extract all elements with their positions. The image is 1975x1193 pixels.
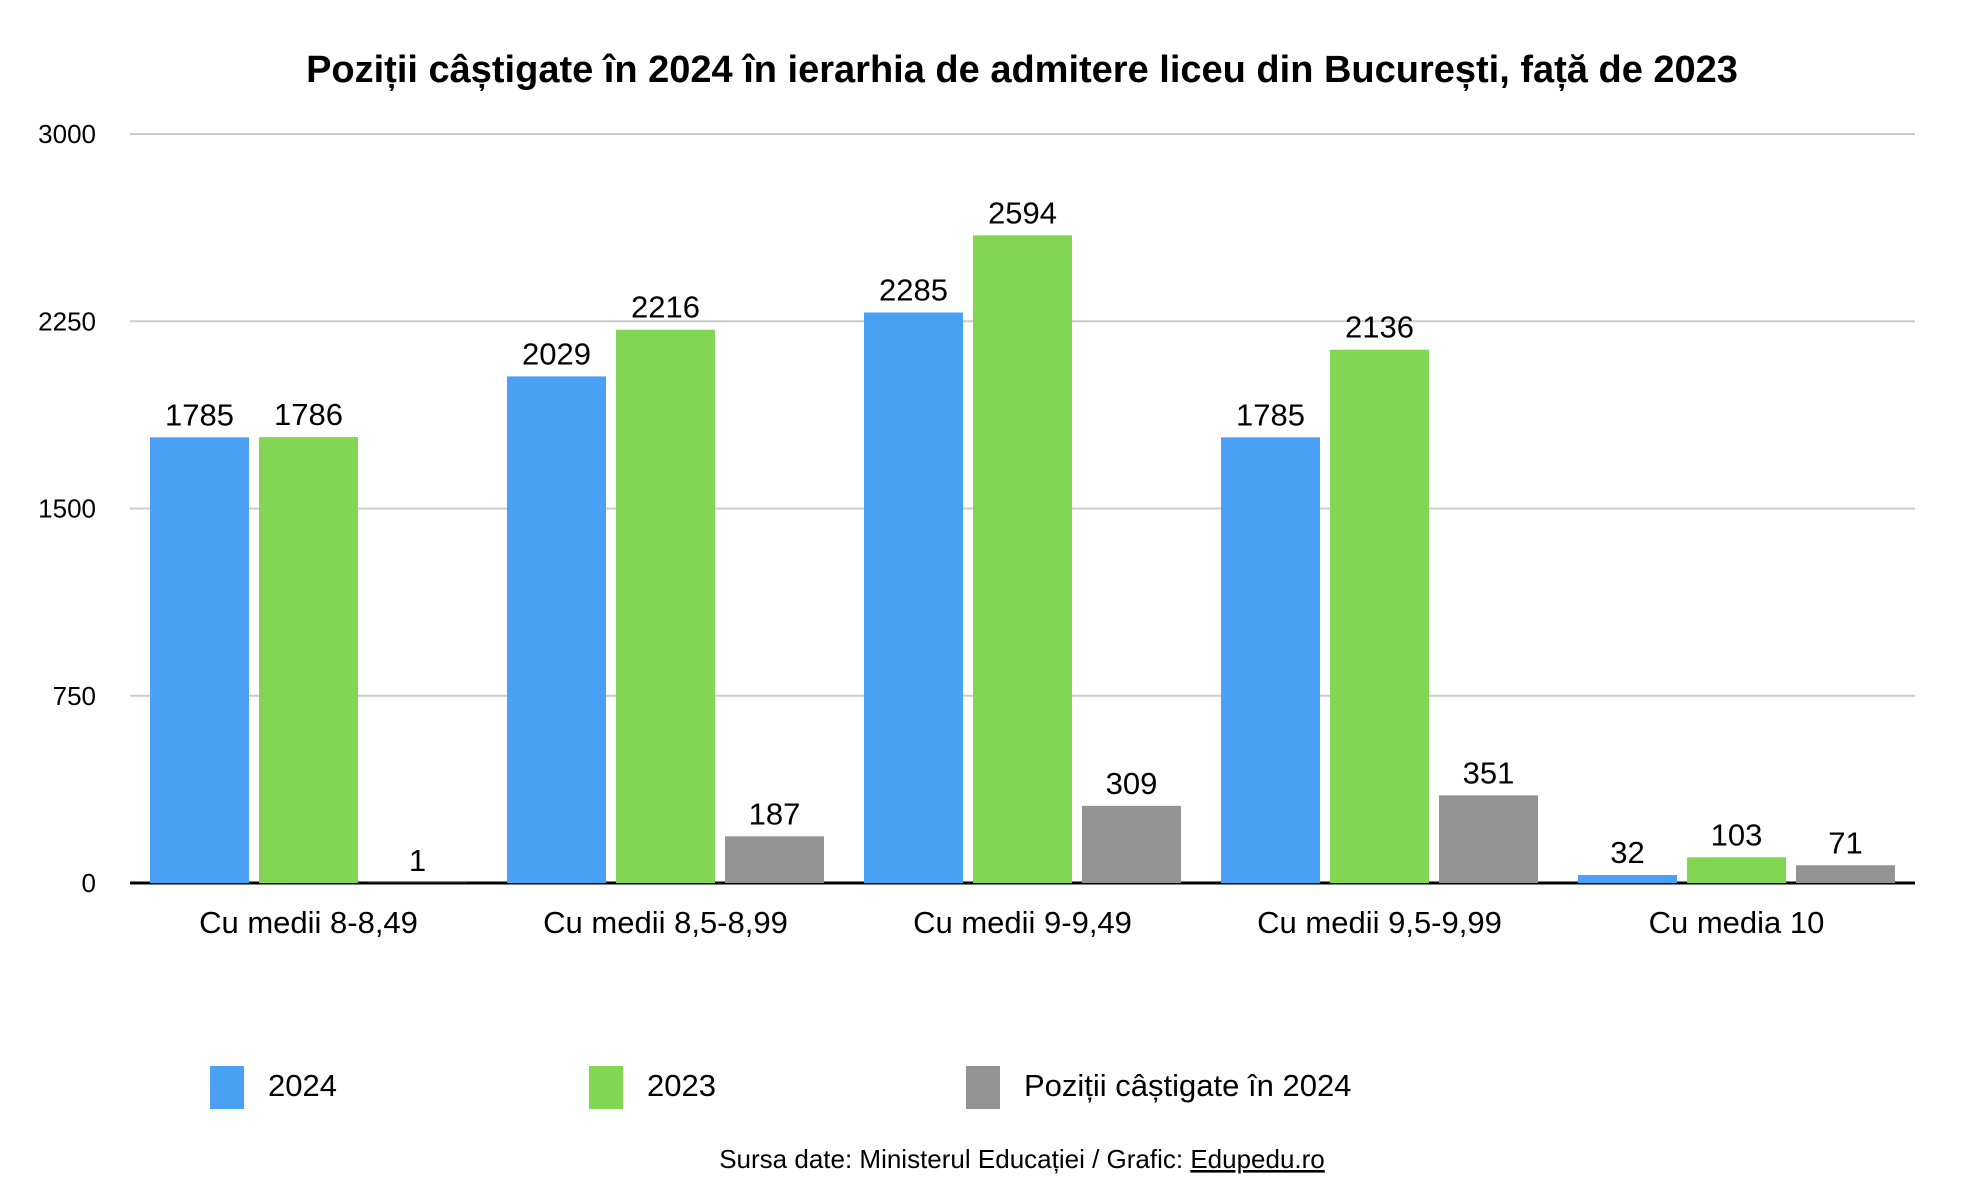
- y-tick-label: 3000: [38, 119, 96, 149]
- y-tick-label: 0: [82, 868, 96, 898]
- x-tick-label: Cu media 10: [1649, 905, 1825, 940]
- bar: [1221, 437, 1320, 883]
- data-label: 1786: [274, 397, 343, 432]
- legend-label: 2023: [647, 1068, 716, 1103]
- x-tick-label: Cu medii 8,5-8,99: [543, 905, 788, 940]
- y-tick-label: 2250: [38, 306, 96, 336]
- data-label: 32: [1610, 835, 1644, 870]
- legend-swatch: [966, 1066, 1000, 1109]
- data-label: 2594: [988, 195, 1057, 230]
- bar: [1439, 795, 1538, 883]
- bar: [1578, 875, 1677, 883]
- chart-title: Poziții câștigate în 2024 în ierarhia de…: [306, 49, 1738, 91]
- legend-label: Poziții câștigate în 2024: [1024, 1068, 1351, 1103]
- data-label: 309: [1106, 766, 1158, 801]
- source-link[interactable]: Edupedu.ro: [1190, 1144, 1324, 1174]
- bar: [616, 329, 715, 884]
- bar: [507, 376, 606, 883]
- bar: [1796, 865, 1895, 883]
- bar: [725, 836, 824, 883]
- x-tick-label: Cu medii 9-9,49: [913, 905, 1132, 940]
- bar: [864, 312, 963, 883]
- data-label: 2285: [879, 273, 948, 308]
- data-label: 2216: [631, 290, 700, 325]
- data-label: 187: [749, 796, 801, 831]
- legend-swatch: [589, 1066, 623, 1109]
- bar: [973, 235, 1072, 883]
- y-tick-label: 1500: [38, 494, 96, 524]
- bar: [259, 437, 358, 883]
- bar: [1330, 349, 1429, 883]
- bar: [1687, 857, 1786, 883]
- legend-label: 2024: [268, 1068, 337, 1103]
- data-label: 1: [409, 843, 426, 878]
- x-tick-label: Cu medii 8-8,49: [199, 905, 418, 940]
- data-label: 1785: [1236, 397, 1305, 432]
- data-label: 351: [1463, 755, 1515, 790]
- source-text: Sursa date: Ministerul Educației / Grafi…: [719, 1144, 1190, 1174]
- data-label: 2136: [1345, 310, 1414, 345]
- x-tick-label: Cu medii 9,5-9,99: [1257, 905, 1502, 940]
- data-label: 2029: [522, 336, 591, 371]
- bar: [1082, 805, 1181, 883]
- data-label: 71: [1828, 825, 1862, 860]
- bar: [150, 437, 249, 883]
- data-label: 1785: [165, 397, 234, 432]
- data-label: 103: [1711, 817, 1763, 852]
- y-tick-label: 750: [53, 681, 96, 711]
- legend-swatch: [210, 1066, 244, 1109]
- source-note: Sursa date: Ministerul Educației / Grafi…: [719, 1144, 1325, 1174]
